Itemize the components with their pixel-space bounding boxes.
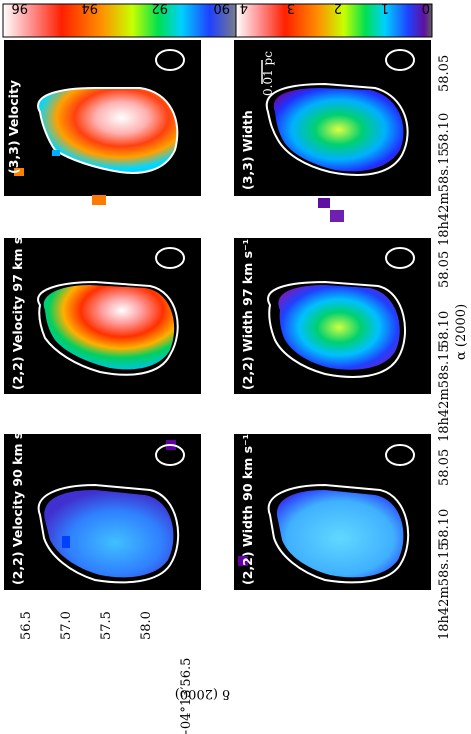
ra-tick-3a: 58.05 <box>437 55 452 92</box>
ra-origin-2: 18h42m58s.15 <box>437 344 452 442</box>
panel-label-33-width: (3,3) Width <box>240 110 255 190</box>
ra-axis: 58.05 58.10 18h42m58s.15 58.05 58.10 18h… <box>437 55 469 640</box>
cbv-tick-2: 92 <box>151 0 168 15</box>
cbw-tick-1: 3 <box>287 0 295 15</box>
panel-22-velocity-97: (2,2) Velocity 97 km s⁻¹ <box>4 225 201 394</box>
cbv-tick-3: 90 <box>213 0 230 15</box>
panel-22-velocity-90: (2,2) Velocity 90 km s⁻¹ <box>4 420 201 590</box>
cbw-tick-2: 2 <box>334 0 342 15</box>
dec-axis-label: δ (2000) <box>175 686 230 701</box>
colorbar-velocity: 96 94 92 90 <box>2 0 239 38</box>
dec-tick-1: 57.0 <box>59 611 74 640</box>
dec-tick-2: 57.5 <box>99 611 114 640</box>
colorbar-width: 4 3 2 1 0 <box>235 0 433 38</box>
dec-tick-0: 56.5 <box>19 611 34 640</box>
cbw-tick-0: 4 <box>240 0 248 15</box>
panel-label-22-velocity-97: (2,2) Velocity 97 km s⁻¹ <box>10 225 25 390</box>
dec-origin: −04°13′56.5 <box>179 658 194 734</box>
dec-tick-3: 58.0 <box>139 611 154 640</box>
cbw-tick-4: 0 <box>422 0 430 15</box>
ra-tick-1a: 58.05 <box>437 449 452 486</box>
ra-tick-3b: 58.10 <box>437 113 452 150</box>
ra-tick-1b: 58.10 <box>437 509 452 546</box>
panel-22-width-90: (2,2) Width 90 km s⁻¹ <box>234 434 431 590</box>
ra-tick-2a: 58.05 <box>437 251 452 288</box>
panel-label-33-velocity: (3,3) Velocity <box>6 80 21 174</box>
panel-22-width-97: (2,2) Width 97 km s⁻¹ <box>234 238 431 394</box>
panel-label-22-velocity-90: (2,2) Velocity 90 km s⁻¹ <box>10 420 25 585</box>
panel-label-22-width-90: (2,2) Width 90 km s⁻¹ <box>240 434 255 585</box>
ra-origin-1: 18h42m58s.15 <box>437 148 452 246</box>
ra-origin-3: 18h42m58s.15 <box>437 542 452 640</box>
ra-tick-2b: 58.10 <box>437 311 452 348</box>
cbw-tick-3: 1 <box>381 0 389 15</box>
panel-33-velocity: (3,3) Velocity <box>4 40 201 226</box>
dec-axis: 56.5 57.0 57.5 58.0 −04°13′56.5 δ (2000) <box>19 611 230 734</box>
panel-label-22-width-97: (2,2) Width 97 km s⁻¹ <box>240 239 255 390</box>
ra-axis-label: α (2000) <box>454 304 469 360</box>
scalebar-label: 0.01 pc <box>261 51 275 96</box>
panel-33-width: (3,3) Width 0.01 pc <box>234 40 431 222</box>
cbv-tick-1: 94 <box>81 0 98 15</box>
cbv-tick-0: 96 <box>11 0 28 15</box>
